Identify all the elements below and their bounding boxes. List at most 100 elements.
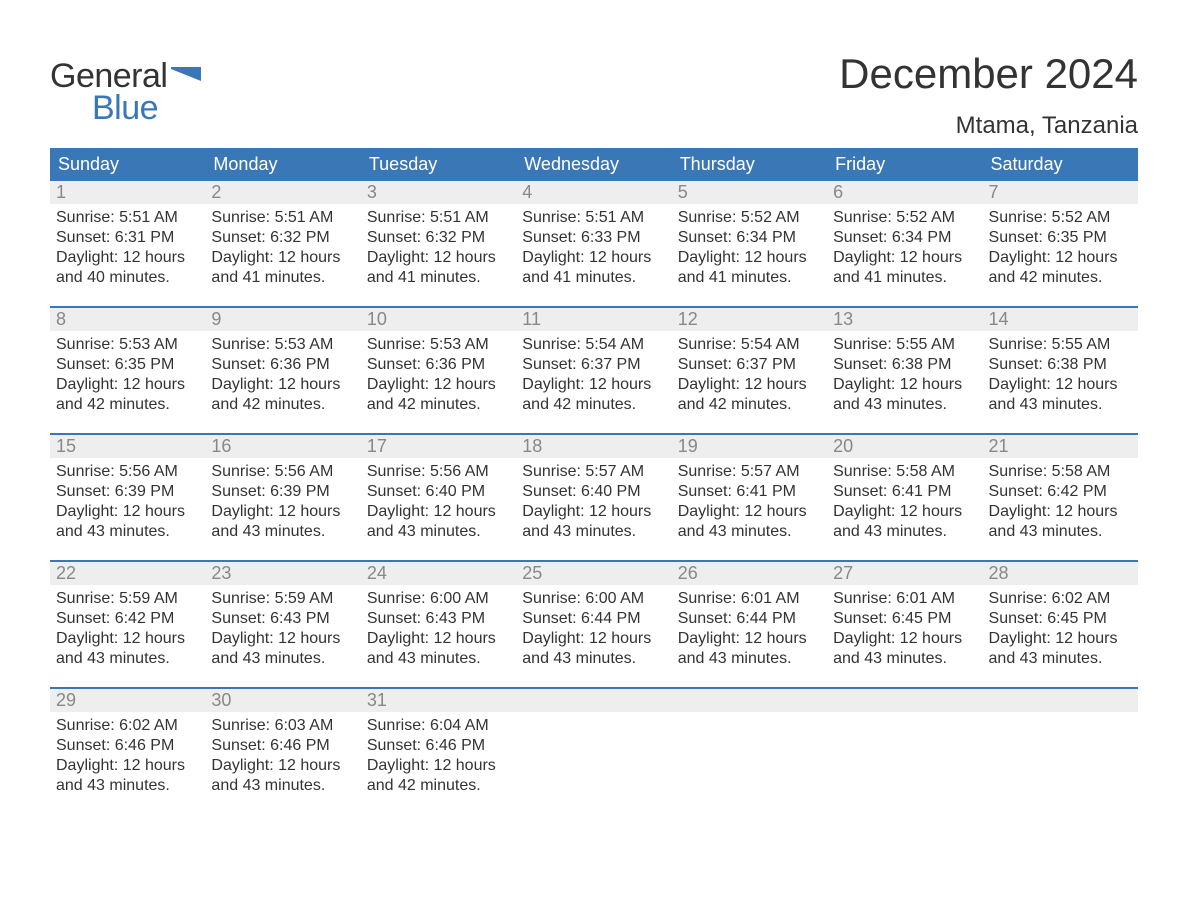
day-number-row: 4 [516, 181, 671, 204]
sunset-line: Sunset: 6:32 PM [367, 228, 510, 248]
sunset-line: Sunset: 6:35 PM [989, 228, 1132, 248]
day-cell: 6Sunrise: 5:52 AMSunset: 6:34 PMDaylight… [827, 181, 982, 288]
daylight-line: Daylight: 12 hours and 43 minutes. [367, 502, 510, 542]
day-cell: 28Sunrise: 6:02 AMSunset: 6:45 PMDayligh… [983, 562, 1138, 669]
day-number: 1 [50, 181, 205, 204]
weekday-label: Sunday [50, 148, 205, 181]
week-row: 15Sunrise: 5:56 AMSunset: 6:39 PMDayligh… [50, 433, 1138, 542]
sunrise-line: Sunrise: 5:52 AM [833, 208, 976, 228]
sunset-line: Sunset: 6:37 PM [522, 355, 665, 375]
daylight-line: Daylight: 12 hours and 43 minutes. [367, 629, 510, 669]
daylight-line: Daylight: 12 hours and 42 minutes. [522, 375, 665, 415]
day-cell: 5 Sunrise: 5:52 AMSunset: 6:34 PMDaylight… [672, 181, 827, 288]
day-cell [516, 689, 671, 796]
day-number-row: 5 [672, 181, 827, 204]
day-cell: 25Sunrise: 6:00 AMSunset: 6:44 PMDayligh… [516, 562, 671, 669]
sunset-line: Sunset: 6:39 PM [56, 482, 199, 502]
sunset-line: Sunset: 6:45 PM [989, 609, 1132, 629]
day-number: 21 [983, 435, 1138, 458]
day-number: 18 [516, 435, 671, 458]
daylight-line: Daylight: 12 hours and 41 minutes. [678, 248, 821, 288]
week-row: 8Sunrise: 5:53 AMSunset: 6:35 PMDaylight… [50, 306, 1138, 415]
day-body: Sunrise: 5:51 AMSunset: 6:32 PMDaylight:… [361, 204, 516, 288]
sunset-line: Sunset: 6:34 PM [678, 228, 821, 248]
day-number-row: 26 [672, 562, 827, 585]
day-number-row [827, 689, 982, 712]
day-body: Sunrise: 5:55 AMSunset: 6:38 PMDaylight:… [827, 331, 982, 415]
day-number-row: 2 [205, 181, 360, 204]
day-number-row: 18 [516, 435, 671, 458]
day-number-row: 24 [361, 562, 516, 585]
daylight-line: Daylight: 12 hours and 42 minutes. [678, 375, 821, 415]
day-body: Sunrise: 5:52 AMSunset: 6:34 PMDaylight:… [827, 204, 982, 288]
day-cell: 20Sunrise: 5:58 AMSunset: 6:41 PMDayligh… [827, 435, 982, 542]
day-number-row: 28 [983, 562, 1138, 585]
day-number-row: 15 [50, 435, 205, 458]
sunset-line: Sunset: 6:36 PM [211, 355, 354, 375]
day-body: Sunrise: 6:01 AMSunset: 6:44 PMDaylight:… [672, 585, 827, 669]
daylight-line: Daylight: 12 hours and 43 minutes. [56, 756, 199, 796]
sunset-line: Sunset: 6:42 PM [56, 609, 199, 629]
sunrise-line: Sunrise: 5:56 AM [56, 462, 199, 482]
sunset-line: Sunset: 6:46 PM [56, 736, 199, 756]
day-cell: 3Sunrise: 5:51 AMSunset: 6:32 PMDaylight… [361, 181, 516, 288]
day-number-row: 19 [672, 435, 827, 458]
day-cell: 23Sunrise: 5:59 AMSunset: 6:43 PMDayligh… [205, 562, 360, 669]
day-cell: 2Sunrise: 5:51 AMSunset: 6:32 PMDaylight… [205, 181, 360, 288]
day-number-row: 9 [205, 308, 360, 331]
day-number-row: 6 [827, 181, 982, 204]
day-cell: 9Sunrise: 5:53 AMSunset: 6:36 PMDaylight… [205, 308, 360, 415]
day-cell: 17Sunrise: 5:56 AMSunset: 6:40 PMDayligh… [361, 435, 516, 542]
day-number-row [983, 689, 1138, 712]
day-number: 7 [983, 181, 1138, 204]
day-number: 20 [827, 435, 982, 458]
daylight-line: Daylight: 12 hours and 43 minutes. [833, 502, 976, 542]
sunset-line: Sunset: 6:32 PM [211, 228, 354, 248]
day-cell: 1Sunrise: 5:51 AMSunset: 6:31 PMDaylight… [50, 181, 205, 288]
daylight-line: Daylight: 12 hours and 41 minutes. [211, 248, 354, 288]
daylight-line: Daylight: 12 hours and 43 minutes. [211, 502, 354, 542]
day-number: 5 [672, 181, 827, 204]
daylight-line: Daylight: 12 hours and 43 minutes. [678, 502, 821, 542]
day-number: 14 [983, 308, 1138, 331]
day-number-row: 13 [827, 308, 982, 331]
header: General Blue December 2024 Mtama, Tanzan… [50, 50, 1138, 140]
weekday-label: Monday [205, 148, 360, 181]
day-number: 15 [50, 435, 205, 458]
day-cell: 14Sunrise: 5:55 AMSunset: 6:38 PMDayligh… [983, 308, 1138, 415]
weekday-label: Wednesday [516, 148, 671, 181]
sunrise-line: Sunrise: 5:56 AM [211, 462, 354, 482]
day-number: 4 [516, 181, 671, 204]
day-number-row: 25 [516, 562, 671, 585]
month-title: December 2024 [839, 50, 1138, 98]
sunrise-line: Sunrise: 5:58 AM [989, 462, 1132, 482]
day-body: Sunrise: 6:00 AMSunset: 6:43 PMDaylight:… [361, 585, 516, 669]
day-cell: 16Sunrise: 5:56 AMSunset: 6:39 PMDayligh… [205, 435, 360, 542]
day-number-row: 27 [827, 562, 982, 585]
sunset-line: Sunset: 6:45 PM [833, 609, 976, 629]
day-body: Sunrise: 5:51 AMSunset: 6:32 PMDaylight:… [205, 204, 360, 288]
day-body: Sunrise: 5:54 AMSunset: 6:37 PMDaylight:… [672, 331, 827, 415]
sunrise-line: Sunrise: 5:57 AM [678, 462, 821, 482]
sunrise-line: Sunrise: 5:53 AM [56, 335, 199, 355]
day-cell: 26Sunrise: 6:01 AMSunset: 6:44 PMDayligh… [672, 562, 827, 669]
daylight-line: Daylight: 12 hours and 42 minutes. [367, 756, 510, 796]
week-row: 29Sunrise: 6:02 AMSunset: 6:46 PMDayligh… [50, 687, 1138, 796]
daylight-line: Daylight: 12 hours and 43 minutes. [989, 502, 1132, 542]
daylight-line: Daylight: 12 hours and 40 minutes. [56, 248, 199, 288]
daylight-line: Daylight: 12 hours and 43 minutes. [211, 629, 354, 669]
sunrise-line: Sunrise: 6:03 AM [211, 716, 354, 736]
day-number-row [516, 689, 671, 712]
day-number: 12 [672, 308, 827, 331]
day-cell: 13Sunrise: 5:55 AMSunset: 6:38 PMDayligh… [827, 308, 982, 415]
day-cell [672, 689, 827, 796]
day-number-row: 29 [50, 689, 205, 712]
day-number: 9 [205, 308, 360, 331]
sunrise-line: Sunrise: 5:52 AM [678, 208, 821, 228]
day-number: 16 [205, 435, 360, 458]
sunrise-line: Sunrise: 6:01 AM [833, 589, 976, 609]
day-body: Sunrise: 6:01 AMSunset: 6:45 PMDaylight:… [827, 585, 982, 669]
logo: General Blue [50, 50, 201, 125]
daylight-line: Daylight: 12 hours and 41 minutes. [522, 248, 665, 288]
day-body: Sunrise: 5:57 AMSunset: 6:40 PMDaylight:… [516, 458, 671, 542]
